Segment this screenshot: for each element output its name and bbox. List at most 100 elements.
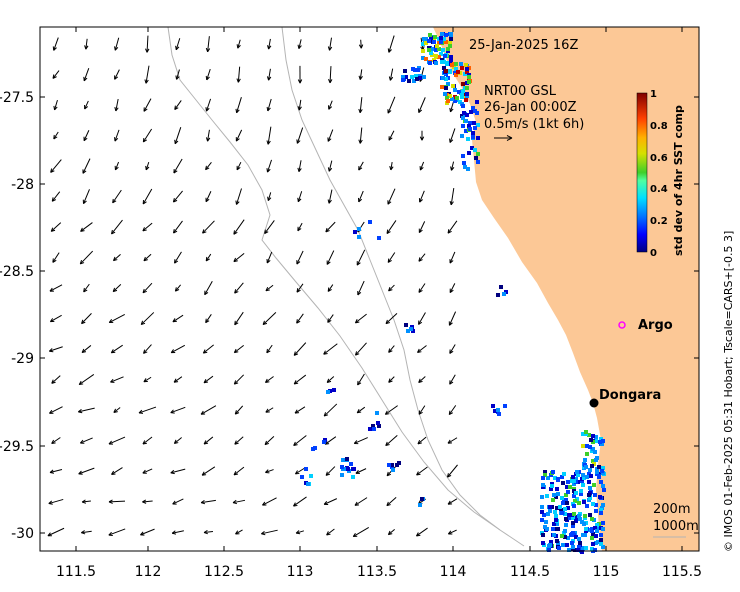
sst-cell (474, 156, 478, 160)
sst-cell (555, 506, 559, 510)
sst-cell (591, 434, 595, 438)
current-vector (354, 497, 368, 506)
sst-cell (574, 535, 578, 539)
sst-cell (453, 88, 457, 92)
sst-cell (351, 475, 355, 479)
current-vector (174, 251, 182, 264)
sst-cell (599, 508, 603, 512)
y-tick-label: -28.5 (0, 264, 34, 280)
sst-cell (401, 78, 405, 82)
sst-cell (593, 526, 597, 530)
sst-cell (390, 463, 394, 467)
sst-cell (444, 33, 448, 37)
current-vector (234, 436, 244, 445)
current-vector (353, 437, 368, 445)
current-vector (387, 188, 396, 205)
colorbar-title: std dev of 4hr SST comp (672, 105, 685, 256)
sst-cell (377, 424, 381, 428)
current-vector (386, 496, 397, 507)
sst-cell (462, 111, 466, 115)
current-vector (174, 127, 182, 145)
current-vector (144, 65, 150, 84)
current-vector (293, 374, 307, 385)
sst-cell (556, 477, 560, 481)
current-vector (204, 281, 213, 296)
sst-cell (558, 505, 562, 509)
sst-cell (589, 438, 593, 442)
sst-cell (571, 521, 575, 525)
sst-cell (581, 432, 585, 436)
sst-cell (601, 439, 605, 443)
current-vector (327, 37, 333, 51)
sst-cell (441, 48, 445, 52)
argo-float-marker (618, 321, 626, 329)
sst-cell (449, 37, 453, 41)
current-vector (112, 189, 122, 204)
sst-cell (590, 536, 594, 540)
sst-cell (442, 60, 446, 64)
current-vector (266, 98, 272, 112)
sst-cell (545, 494, 549, 498)
current-vector (142, 282, 153, 294)
sst-cell (577, 514, 581, 518)
current-vector (175, 38, 181, 51)
sst-cell (461, 104, 465, 108)
current-vector (448, 405, 457, 416)
sst-cell (454, 62, 458, 66)
current-vector (233, 253, 245, 263)
current-vector (143, 376, 152, 383)
x-tick-label: 114 (440, 564, 467, 580)
current-vector (113, 407, 121, 413)
sst-cell (440, 32, 444, 36)
current-vector (262, 497, 277, 506)
sst-cell (587, 433, 591, 437)
sst-cell (599, 511, 603, 515)
sst-cell (404, 75, 408, 79)
current-vector (388, 345, 395, 353)
current-vector (234, 282, 244, 294)
sst-cell (503, 404, 507, 408)
current-vector (293, 435, 307, 446)
current-vector (173, 437, 182, 444)
sst-cell (313, 446, 317, 450)
sst-cell (368, 220, 372, 224)
sst-cell (464, 129, 468, 133)
sst-cell (468, 121, 472, 125)
sst-cell (476, 152, 480, 156)
colorbar-tick-0: 0 (650, 248, 657, 259)
current-vector (205, 36, 211, 53)
scale-arrow (494, 135, 513, 141)
sst-cell (476, 160, 480, 164)
sst-cell (540, 495, 544, 499)
y-tick-label: -28 (11, 177, 34, 193)
current-vector (52, 252, 60, 263)
sst-cell (563, 529, 567, 533)
current-vector (355, 468, 367, 474)
current-vector (415, 527, 428, 537)
sst-cell (437, 47, 441, 51)
sst-cell (491, 404, 495, 408)
sst-cell (577, 501, 581, 505)
current-vector (357, 280, 365, 296)
current-vector (233, 466, 245, 476)
current-vector (82, 189, 90, 205)
current-vector (447, 437, 458, 444)
sst-cell (304, 467, 308, 471)
sst-cell (577, 545, 581, 549)
y-tick-label: -29 (11, 351, 34, 367)
sst-cell (446, 82, 450, 86)
current-vector (145, 161, 150, 171)
current-vector (264, 376, 274, 384)
current-vector (358, 39, 364, 49)
current-vector (49, 406, 63, 414)
current-vector (145, 35, 150, 53)
current-vector (114, 69, 120, 80)
current-vector (173, 158, 183, 174)
sst-cell (594, 503, 598, 507)
current-vector (50, 222, 62, 232)
current-vector (142, 188, 153, 205)
sst-cell (555, 522, 559, 526)
sst-cell (469, 110, 473, 114)
sst-cell (566, 480, 570, 484)
sst-cell (560, 511, 564, 515)
